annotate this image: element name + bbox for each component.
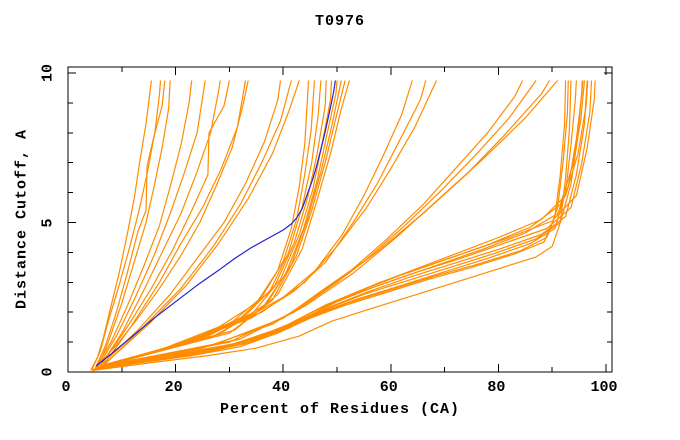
series-model-29 xyxy=(102,80,559,367)
series-model-01 xyxy=(90,80,152,371)
series-model-12 xyxy=(102,80,292,367)
series-model-27 xyxy=(100,80,537,367)
x-tick-label: 80 xyxy=(487,379,506,396)
series-model-10 xyxy=(94,80,249,370)
series-model-21 xyxy=(102,80,346,367)
series-model-26 xyxy=(97,80,524,369)
series-model-09 xyxy=(102,80,247,367)
series-model-39 xyxy=(93,80,567,371)
series-model-30 xyxy=(92,80,569,371)
series-model-28 xyxy=(100,80,551,367)
series-model-05 xyxy=(94,80,193,370)
series-model-06 xyxy=(97,80,206,368)
series-model-20 xyxy=(102,80,342,367)
series-model-08 xyxy=(99,80,230,367)
plot-border xyxy=(67,66,613,373)
series-model-36 xyxy=(94,80,584,370)
series-model-07 xyxy=(99,80,221,367)
y-axis-label: Distance Cutoff, A xyxy=(13,128,31,310)
x-axis-label: Percent of Residues (CA) xyxy=(219,401,461,418)
x-tick-label: 100 xyxy=(590,379,618,396)
series-model-25 xyxy=(105,80,438,366)
series-model-33 xyxy=(97,80,588,370)
y-tick-label: 5 xyxy=(39,217,57,228)
series-model-31 xyxy=(94,80,577,370)
series-model-32 xyxy=(94,80,583,370)
series-model-23 xyxy=(100,80,413,367)
x-tick-label: 0 xyxy=(61,379,71,396)
series-model-37 xyxy=(97,80,586,370)
y-tick-label: 0 xyxy=(39,367,57,377)
series-model-11 xyxy=(99,80,282,367)
series-highlight-model xyxy=(95,80,336,367)
x-tick-label: 40 xyxy=(272,379,291,396)
series-model-14 xyxy=(94,80,310,370)
y-tick-label: 10 xyxy=(39,63,57,83)
series-model-02 xyxy=(91,80,162,370)
series-model-24 xyxy=(102,80,427,367)
series-model-22 xyxy=(105,80,350,366)
x-tick-label: 20 xyxy=(164,379,183,396)
series-model-40 xyxy=(92,80,572,372)
series-model-04 xyxy=(97,80,171,368)
series-model-38 xyxy=(100,80,589,369)
series-model-03 xyxy=(94,80,166,370)
series-model-34 xyxy=(97,80,593,369)
x-tick-label: 60 xyxy=(379,379,398,396)
chart-title: T0976 xyxy=(314,13,365,30)
